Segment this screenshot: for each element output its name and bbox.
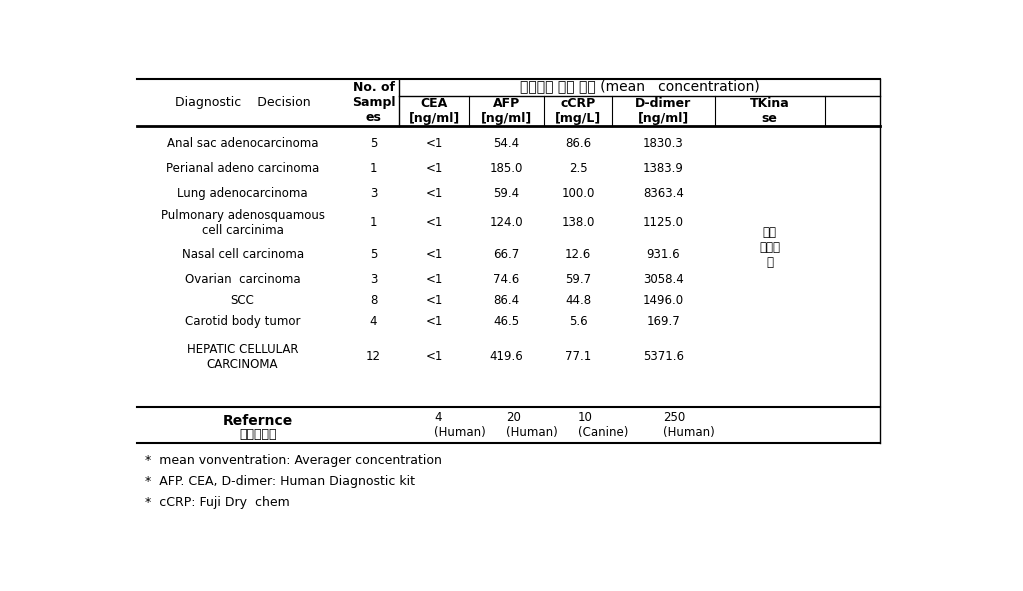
- Text: <1: <1: [426, 162, 443, 175]
- Text: 59.7: 59.7: [565, 273, 591, 286]
- Text: Carotid body tumor: Carotid body tumor: [185, 316, 301, 329]
- Text: 5371.6: 5371.6: [642, 350, 684, 363]
- Text: <1: <1: [426, 273, 443, 286]
- Text: （참고치）: （참고치）: [239, 428, 277, 441]
- Text: 10
(Canine): 10 (Canine): [578, 411, 628, 439]
- Text: AFP
[ng/ml]: AFP [ng/ml]: [481, 97, 532, 125]
- Text: 스크리닝 검사 결과 (mean   concentration): 스크리닝 검사 결과 (mean concentration): [520, 79, 759, 93]
- Text: 테스
트준비
중: 테스 트준비 중: [759, 226, 781, 269]
- Text: 124.0: 124.0: [489, 216, 523, 229]
- Text: SCC: SCC: [230, 294, 255, 307]
- Text: 59.4: 59.4: [493, 187, 519, 200]
- Text: 86.6: 86.6: [565, 137, 591, 150]
- Text: D-dimer
[ng/ml]: D-dimer [ng/ml]: [635, 97, 692, 125]
- Text: Perianal adeno carcinoma: Perianal adeno carcinoma: [166, 162, 319, 175]
- Text: 77.1: 77.1: [565, 350, 591, 363]
- Text: Pulmonary adenosquamous
cell carcinima: Pulmonary adenosquamous cell carcinima: [161, 209, 324, 236]
- Text: Anal sac adenocarcinoma: Anal sac adenocarcinoma: [167, 137, 318, 150]
- Text: 1: 1: [369, 216, 377, 229]
- Text: 4
(Human): 4 (Human): [434, 411, 486, 439]
- Text: 3058.4: 3058.4: [643, 273, 683, 286]
- Text: 931.6: 931.6: [647, 248, 680, 261]
- Text: <1: <1: [426, 294, 443, 307]
- Text: <1: <1: [426, 187, 443, 200]
- Text: 54.4: 54.4: [493, 137, 519, 150]
- Text: 1830.3: 1830.3: [643, 137, 683, 150]
- Text: <1: <1: [426, 316, 443, 329]
- Text: *  cCRP: Fuji Dry  chem: * cCRP: Fuji Dry chem: [145, 496, 290, 509]
- Text: No. of
Sampl
es: No. of Sampl es: [352, 81, 395, 124]
- Text: <1: <1: [426, 216, 443, 229]
- Text: 100.0: 100.0: [562, 187, 594, 200]
- Text: 138.0: 138.0: [562, 216, 594, 229]
- Text: 2.5: 2.5: [569, 162, 587, 175]
- Text: 419.6: 419.6: [489, 350, 523, 363]
- Text: HEPATIC CELLULAR
CARCINOMA: HEPATIC CELLULAR CARCINOMA: [187, 343, 299, 371]
- Text: TKina
se: TKina se: [750, 97, 790, 125]
- Text: 3: 3: [370, 273, 377, 286]
- Text: Ovarian  carcinoma: Ovarian carcinoma: [185, 273, 301, 286]
- Text: 185.0: 185.0: [489, 162, 523, 175]
- Text: CEA
[ng/ml]: CEA [ng/ml]: [408, 97, 459, 125]
- Text: 1125.0: 1125.0: [642, 216, 684, 229]
- Text: 20
(Human): 20 (Human): [506, 411, 558, 439]
- Text: Lung adenocarcinoma: Lung adenocarcinoma: [177, 187, 308, 200]
- Text: 86.4: 86.4: [493, 294, 519, 307]
- Text: <1: <1: [426, 350, 443, 363]
- Text: 169.7: 169.7: [647, 316, 680, 329]
- Text: Refernce: Refernce: [223, 414, 294, 428]
- Text: 5.6: 5.6: [569, 316, 587, 329]
- Text: 3: 3: [370, 187, 377, 200]
- Text: 5: 5: [370, 248, 377, 261]
- Text: Diagnostic    Decision: Diagnostic Decision: [175, 96, 310, 109]
- Text: 4: 4: [369, 316, 377, 329]
- Text: <1: <1: [426, 137, 443, 150]
- Text: *  AFP. CEA, D-dimer: Human Diagnostic kit: * AFP. CEA, D-dimer: Human Diagnostic ki…: [145, 475, 415, 488]
- Text: 250
(Human): 250 (Human): [663, 411, 715, 439]
- Text: Nasal cell carcinoma: Nasal cell carcinoma: [181, 248, 304, 261]
- Text: 44.8: 44.8: [565, 294, 591, 307]
- Text: 8363.4: 8363.4: [643, 187, 683, 200]
- Text: 8: 8: [370, 294, 377, 307]
- Text: cCRP
[mg/L]: cCRP [mg/L]: [555, 97, 602, 125]
- Text: 1496.0: 1496.0: [642, 294, 684, 307]
- Text: *  mean vonventration: Averager concentration: * mean vonventration: Averager concentra…: [145, 454, 442, 467]
- Text: 12: 12: [366, 350, 381, 363]
- Text: <1: <1: [426, 248, 443, 261]
- Text: 1: 1: [369, 162, 377, 175]
- Text: 1383.9: 1383.9: [643, 162, 683, 175]
- Text: 66.7: 66.7: [493, 248, 520, 261]
- Text: 46.5: 46.5: [493, 316, 519, 329]
- Text: 74.6: 74.6: [493, 273, 520, 286]
- Text: 5: 5: [370, 137, 377, 150]
- Text: 12.6: 12.6: [565, 248, 591, 261]
